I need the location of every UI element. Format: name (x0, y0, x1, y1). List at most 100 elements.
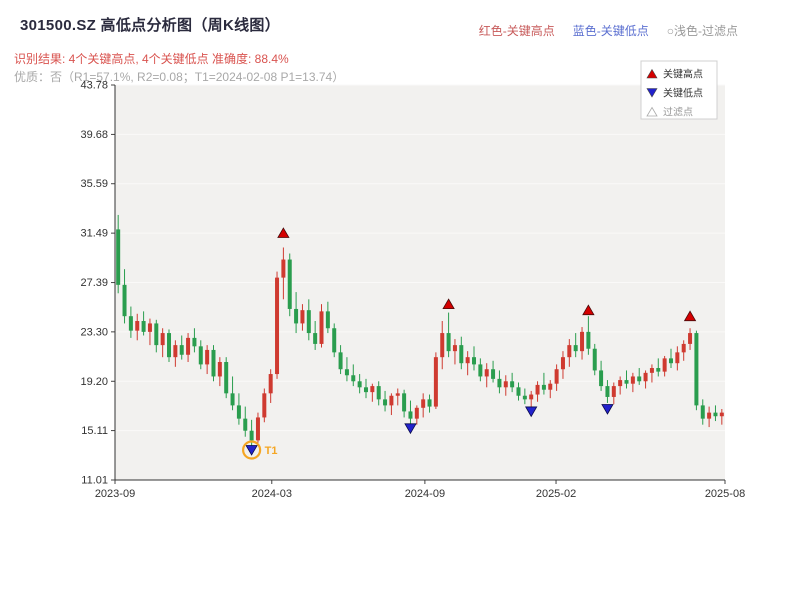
candle-body (605, 386, 610, 397)
key-low-marker (525, 406, 538, 418)
candle-body (516, 387, 521, 396)
key-high-marker (582, 304, 595, 316)
y-tick-label: 43.78 (80, 80, 108, 92)
candle-body (472, 357, 477, 365)
candle-body (624, 380, 629, 384)
candle-body (255, 417, 260, 441)
candle-body (662, 358, 667, 372)
candle-body (688, 333, 693, 344)
t1-label: T1 (265, 445, 278, 457)
candle-body (573, 345, 578, 352)
candle-body (370, 386, 375, 393)
candle-body (554, 369, 559, 384)
candle-body (344, 369, 349, 376)
candle-body (211, 349, 216, 377)
y-tick-label: 39.68 (80, 129, 108, 141)
candle-body (529, 394, 534, 400)
legend-filter-label: ○浅色-过滤点 (666, 24, 738, 38)
page-title: 301500.SZ 高低点分析图（周K线图） (20, 17, 280, 34)
candle-body (116, 229, 121, 285)
candle-body (637, 376, 642, 382)
candle-body (376, 386, 381, 400)
candle-body (649, 368, 654, 373)
candle-body (707, 412, 712, 419)
t1-circle (242, 440, 262, 460)
candle-body (560, 357, 565, 370)
candle-body (421, 399, 426, 408)
legend-key-low-label: 蓝色-关键低点 (572, 24, 649, 38)
candle-body (122, 284, 127, 317)
candle-body (287, 259, 292, 309)
key-low-marker (245, 445, 258, 456)
key-low-marker (601, 404, 614, 415)
candle-body (294, 308, 299, 324)
candle-body (357, 381, 362, 388)
candle-body (268, 374, 273, 394)
key-high-marker (683, 310, 697, 322)
candle-body (313, 333, 318, 344)
candle-body (522, 395, 527, 400)
candle-body (630, 376, 635, 384)
candle-body (249, 430, 254, 441)
candle-body (198, 346, 203, 365)
y-tick-label: 15.11 (81, 425, 108, 437)
candle-body (611, 386, 616, 397)
candle-body (338, 352, 343, 370)
candle-body (167, 333, 172, 358)
key-low-marker (404, 423, 417, 435)
candle-body (427, 399, 432, 407)
candle-body (275, 277, 280, 375)
candle-body (618, 380, 623, 387)
legend-key-high-icon (646, 68, 658, 79)
quality-text: 优质：否（R1=57.1%, R2=0.08；T1=2024-02-08 P1=… (14, 70, 345, 84)
candle-body (128, 316, 133, 331)
candle-body (643, 372, 648, 382)
candle-body (694, 333, 699, 406)
candle-body (262, 393, 267, 418)
candle-body (510, 381, 515, 388)
candle-body (459, 345, 464, 364)
legend-key-high-label: 红色-关键高点 (478, 24, 555, 38)
candle-body (186, 337, 191, 355)
candle-body (141, 321, 146, 332)
candle-body (395, 393, 400, 396)
candle-body (700, 405, 705, 419)
x-tick-label: 2025-02 (536, 488, 576, 500)
candle-body (548, 383, 553, 390)
candle-body (173, 345, 178, 358)
candle-body (179, 345, 184, 355)
candle-body (325, 311, 330, 329)
candle-body (147, 323, 152, 332)
candle-body (497, 378, 502, 388)
candle-body (668, 358, 673, 364)
y-tick-label: 35.59 (80, 178, 108, 190)
candle-body (383, 399, 388, 406)
y-tick-label: 23.30 (80, 326, 108, 338)
candle-body (478, 364, 483, 377)
candle-body (363, 387, 368, 393)
candle-body (332, 328, 337, 353)
key-high-marker (442, 298, 455, 310)
candle-body (675, 352, 680, 364)
candle-body (580, 331, 585, 352)
candle-body (592, 348, 597, 371)
candle-body (586, 331, 591, 349)
candle-body (491, 369, 496, 379)
candle-body (230, 393, 235, 406)
top-legend: 红色-关键高点 蓝色-关键低点 ○浅色-过滤点 (479, 22, 738, 39)
y-tick-label: 19.20 (80, 376, 108, 388)
candle-body (414, 407, 419, 419)
candle-body (433, 357, 438, 407)
candle-body (656, 368, 661, 372)
candle-body (440, 333, 445, 358)
candle-body (402, 393, 407, 412)
candle-body (154, 323, 159, 346)
candle-body (567, 345, 572, 358)
candle-body (389, 395, 394, 406)
candle-body (351, 375, 356, 382)
x-tick-label: 2024-09 (405, 488, 445, 500)
x-tick-label: 2024-03 (252, 488, 292, 500)
candle-body (465, 357, 470, 364)
candle-body (484, 369, 489, 377)
